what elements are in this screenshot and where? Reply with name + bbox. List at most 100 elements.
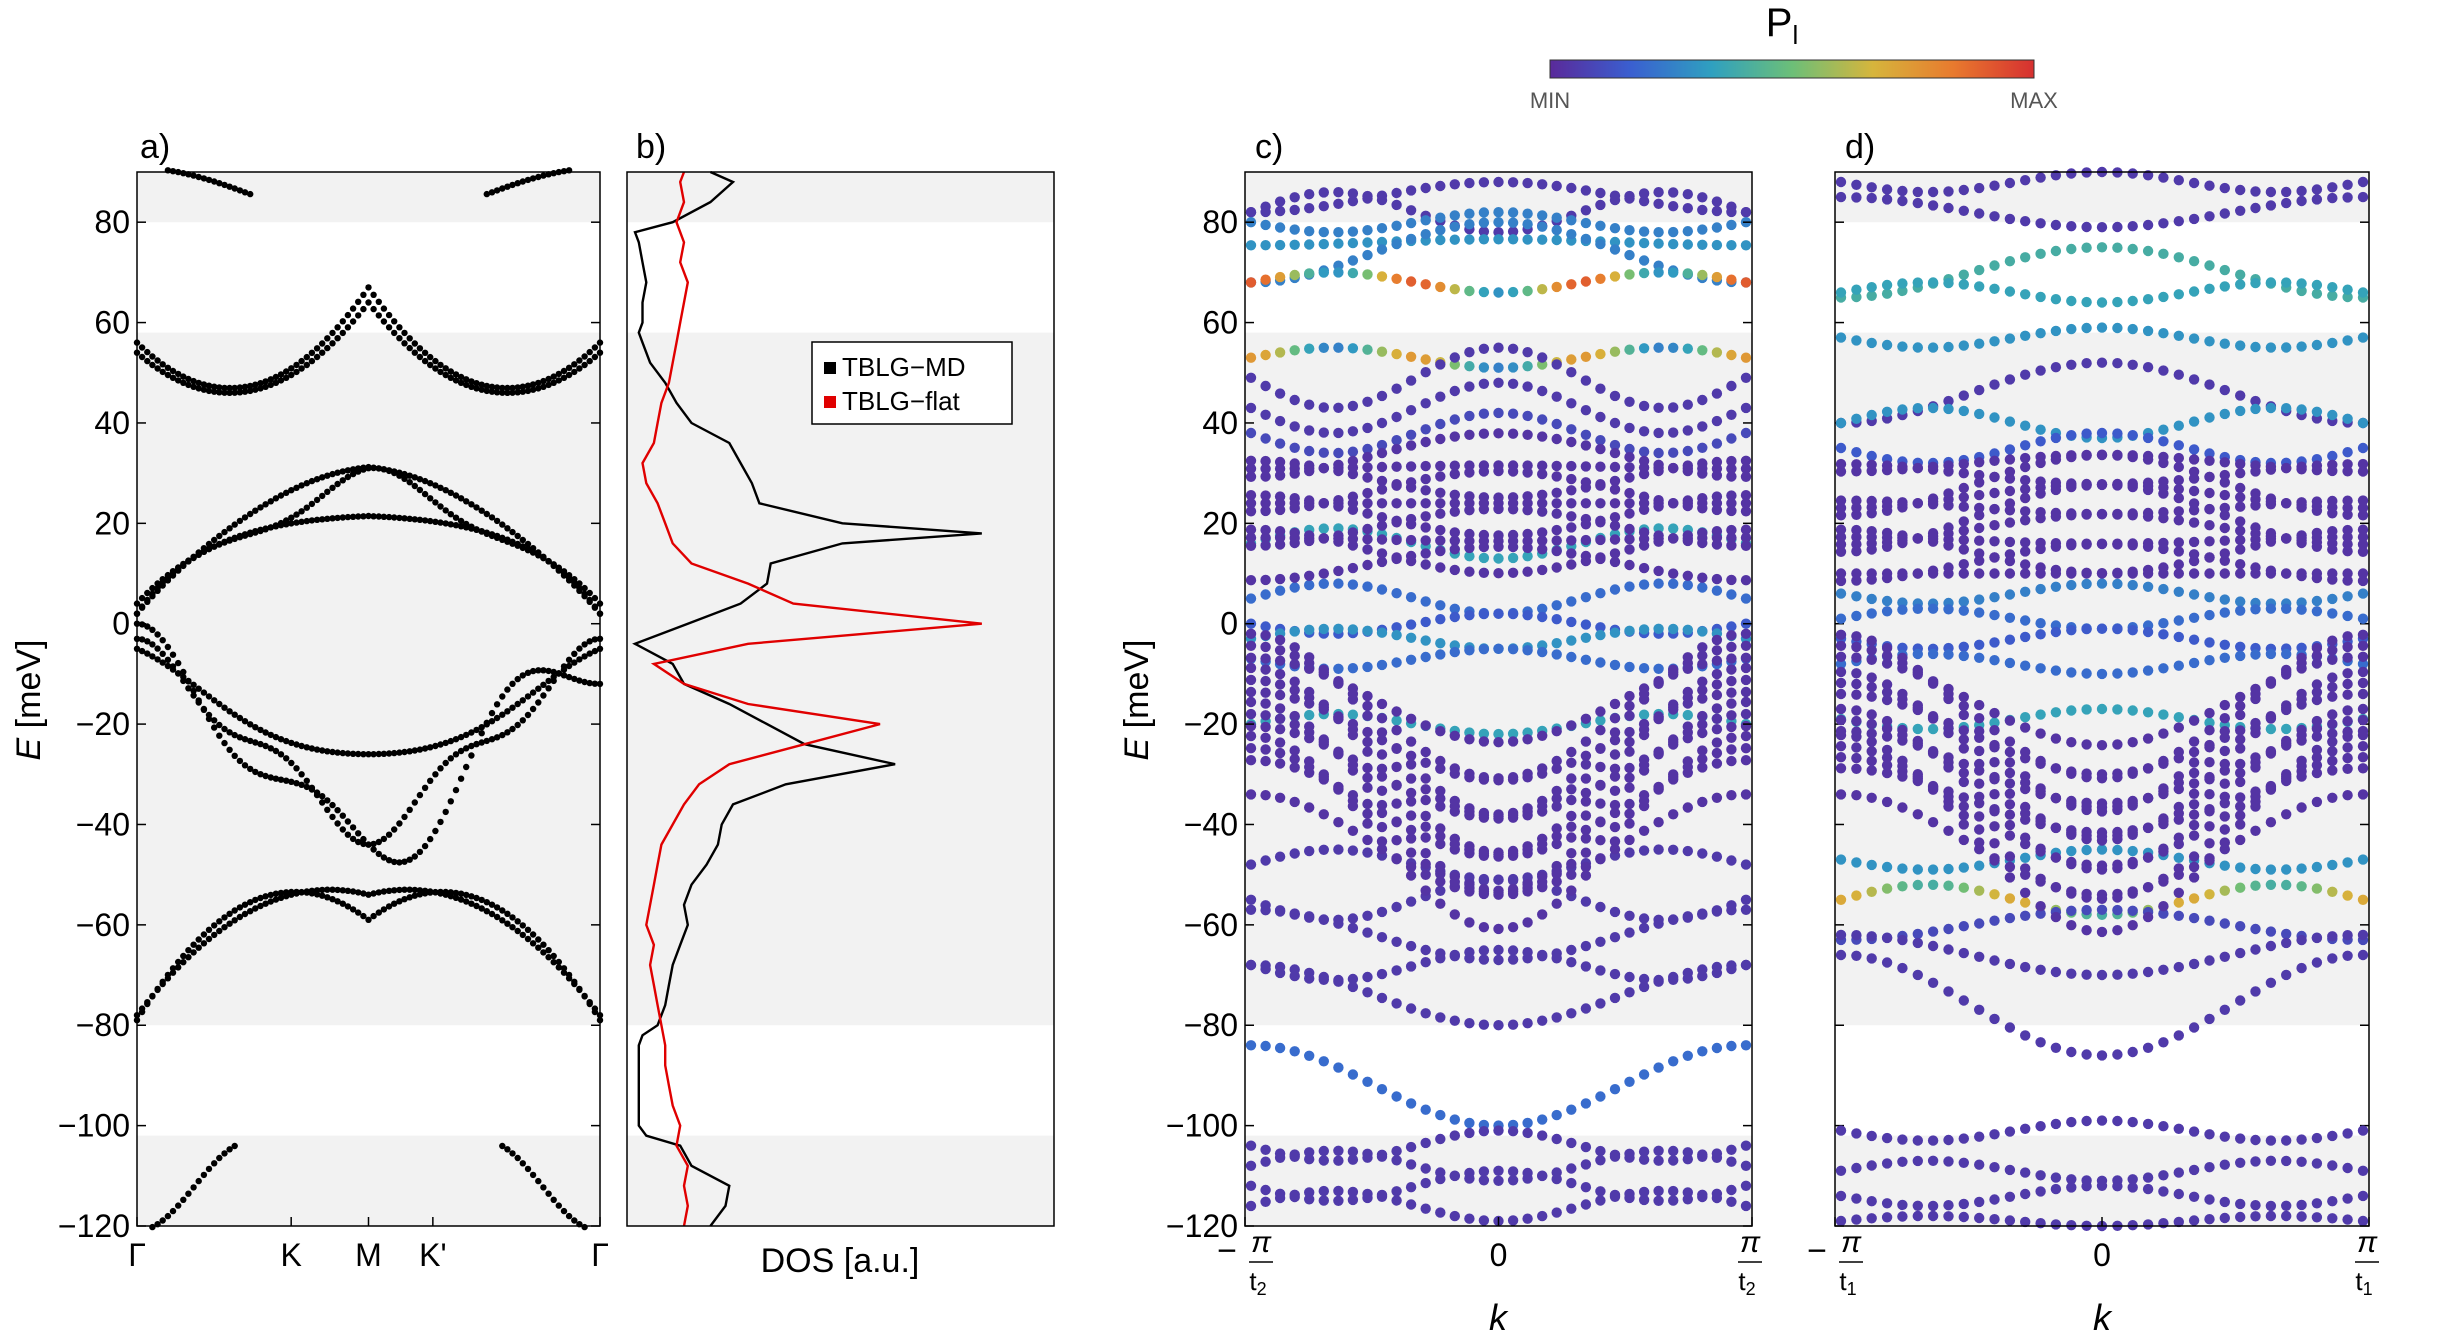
spectrum-c-point — [1260, 641, 1271, 653]
spectrum-c-point — [1333, 530, 1344, 541]
spectrum-d-point — [2188, 715, 2200, 726]
spectrum-d-point — [1989, 1214, 2000, 1225]
spectrum-d-point — [2158, 629, 2169, 640]
spectrum-c-point — [1478, 286, 1490, 298]
spectrum-d-point — [2250, 1200, 2261, 1211]
spectrum-d-point — [2066, 1220, 2077, 1231]
spectrum-d-point — [2235, 1211, 2246, 1223]
band-a-lower-2 — [339, 826, 346, 833]
spectrum-c-point — [1638, 1146, 1650, 1157]
spectrum-c-point — [1405, 205, 1417, 216]
spectrum-d-point — [2235, 559, 2246, 570]
band-a-lower-1 — [241, 718, 249, 725]
band-a-bottom — [535, 1177, 542, 1185]
spectrum-d-point — [2357, 929, 2369, 941]
spectrum-d-point — [2250, 986, 2261, 997]
spectrum-c-point — [1304, 624, 1315, 635]
spectrum-c-point — [1537, 414, 1548, 425]
spectrum-c-point — [1245, 427, 1257, 439]
spectrum-c-point — [1260, 630, 1271, 641]
spectrum-d-point — [2357, 1125, 2369, 1136]
spectrum-c-point — [1522, 551, 1533, 562]
spectrum-d-point — [1835, 510, 1847, 521]
spectrum-c-point — [1566, 746, 1577, 758]
spectrum-c-point — [1537, 1015, 1548, 1026]
spectrum-c-point — [1464, 551, 1475, 562]
band-a-lower-5 — [591, 1005, 599, 1012]
spectrum-c-point — [1551, 831, 1562, 842]
spectrum-c-point — [1609, 659, 1621, 671]
spectrum-d-point — [1974, 758, 1985, 770]
spectrum-c-point — [1580, 619, 1592, 630]
spectrum-d-point — [2081, 739, 2092, 750]
band-a-upper-3 — [370, 464, 377, 471]
spectrum-c-point — [1347, 237, 1359, 249]
band-a-upper-4 — [267, 376, 274, 383]
band-a-upper-4 — [560, 367, 568, 375]
spectrum-c-point — [1522, 208, 1533, 219]
spectrum-c-point — [1638, 973, 1650, 985]
band-a-lower-3 — [437, 818, 444, 826]
spectrum-c-point — [1493, 728, 1504, 740]
spectrum-d-point — [2235, 534, 2246, 546]
band-a-upper-2 — [401, 475, 408, 482]
spectrum-d-point — [1866, 736, 1877, 747]
spectrum-c-point — [1362, 625, 1373, 636]
spectrum-c-point — [1464, 947, 1475, 958]
spectrum-d-point — [2142, 763, 2154, 774]
band-a-lower-3 — [396, 859, 403, 866]
spectrum-c-point — [1638, 426, 1650, 437]
spectrum-d-point — [2204, 707, 2215, 719]
spectrum-d-point — [2173, 615, 2184, 626]
band-a-lower-4 — [205, 926, 213, 933]
band-a-lower-3 — [478, 730, 485, 737]
spectrum-c-point — [1391, 1145, 1402, 1157]
band-a-lower-1 — [488, 718, 496, 725]
spectrum-c-point — [1726, 574, 1737, 586]
spectrum-d-point — [2173, 910, 2184, 921]
panel-b-dos: b) DOS [a.u.] TBLG−MD TBLG−flat — [626, 128, 1055, 1280]
band-a-upper-5 — [571, 368, 578, 376]
spectrum-c-point — [1638, 255, 1650, 266]
band-a-lower-4 — [334, 898, 341, 905]
band-a-upper-4 — [457, 373, 465, 381]
spectrum-c-point — [1668, 427, 1679, 438]
spectrum-c-point — [1289, 650, 1300, 661]
spectrum-c-point — [1624, 422, 1635, 434]
spectrum-c-point — [1711, 1192, 1723, 1204]
spectrum-c-point — [1347, 426, 1359, 437]
spectrum-c-point — [1726, 380, 1737, 392]
spectrum-c-point — [1697, 442, 1708, 453]
band-a-bottom — [180, 1196, 187, 1204]
spectrum-c-point — [1522, 917, 1533, 928]
spectrum-c-point — [1318, 1056, 1330, 1067]
spectrum-c-point — [1435, 1109, 1446, 1121]
spectrum-c-point — [1420, 473, 1431, 485]
band-a-upper-3 — [571, 582, 578, 589]
spectrum-d-point — [2311, 767, 2323, 779]
spectrum-c-point — [1333, 1185, 1344, 1197]
spectrum-d-point — [2265, 817, 2277, 828]
band-a-lower-2 — [524, 711, 532, 719]
spectrum-d-point — [2188, 485, 2200, 497]
spectrum-c-point — [1274, 679, 1286, 690]
spectrum-d-point — [2357, 417, 2369, 429]
band-a-upper-2 — [329, 484, 336, 491]
band-a-upper-4 — [468, 378, 475, 385]
panel-a-gap-band-2 — [137, 1135, 600, 1226]
spectrum-d-point — [2142, 219, 2154, 231]
band-a-upper-3 — [432, 482, 439, 489]
band-a-upper-4 — [396, 324, 403, 331]
spectrum-d-point — [2112, 358, 2123, 369]
band-a-upper-5 — [375, 312, 382, 319]
band-a-upper-3 — [375, 465, 382, 472]
spectrum-d-point — [1835, 613, 1847, 624]
band-a-upper-2 — [319, 492, 326, 500]
spectrum-c-point — [1580, 824, 1592, 836]
spectrum-d-point — [1943, 986, 1954, 997]
spectrum-c-point — [1566, 957, 1577, 968]
spectrum-c-point — [1405, 632, 1417, 643]
spectrum-c-point — [1420, 215, 1431, 226]
spectrum-c-point — [1493, 773, 1504, 784]
